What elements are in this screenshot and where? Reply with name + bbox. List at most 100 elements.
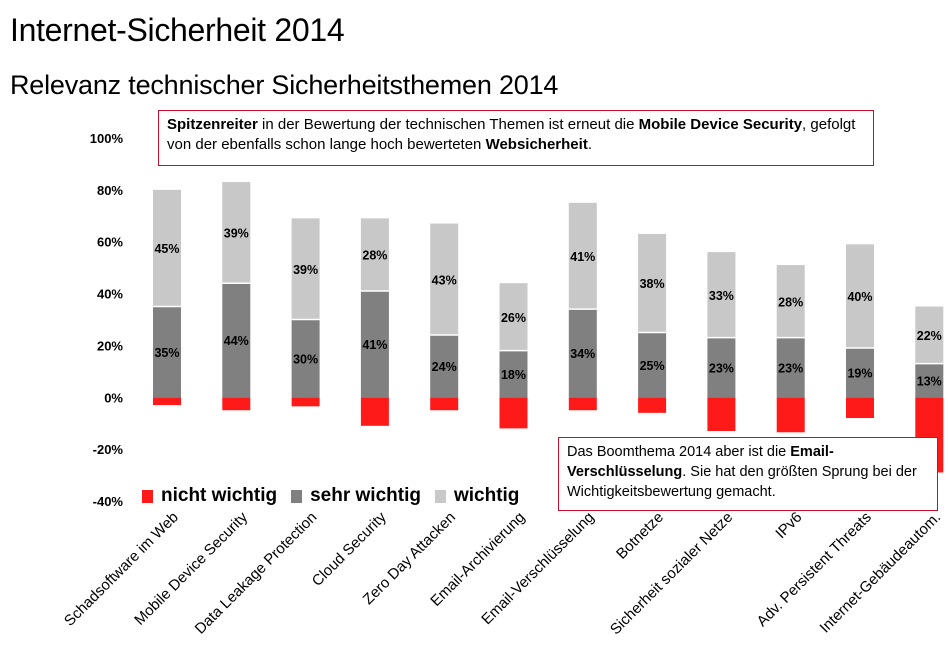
bar-wichtig [707, 252, 736, 338]
data-label-sehr-wichtig: 23% [778, 361, 803, 375]
legend-item-wichtig: wichtig [434, 485, 520, 507]
bar-nicht-wichtig [222, 397, 251, 411]
x-category-label: Adv. Persistent Threats [754, 509, 875, 630]
chart-legend: nicht wichtig sehr wichtig wichtig [136, 480, 542, 512]
y-tick-label: 60% [97, 235, 123, 250]
y-tick-label: -20% [93, 442, 124, 457]
legend-label-nicht-wichtig: nicht wichtig [161, 485, 278, 506]
bar-wichtig [638, 233, 667, 333]
legend-item-sehr-wichtig: sehr wichtig [291, 485, 421, 507]
data-label-sehr-wichtig: 34% [570, 347, 595, 361]
bar-wichtig [915, 306, 944, 364]
legend-swatch-sehr-wichtig [291, 489, 303, 503]
data-label-wichtig: 28% [778, 295, 803, 309]
data-label-sehr-wichtig: 13% [917, 374, 942, 388]
callout-top-text-3: . [587, 136, 592, 153]
bar-sehr-wichtig [291, 319, 320, 398]
bar-wichtig [846, 244, 874, 349]
y-tick-label: 80% [97, 183, 123, 198]
bar-nicht-wichtig [707, 397, 736, 431]
y-tick-label: -40% [93, 494, 124, 509]
y-tick-label: 40% [97, 287, 123, 302]
bar-sehr-wichtig [430, 335, 459, 398]
data-label-sehr-wichtig: 24% [432, 360, 457, 374]
bar-sehr-wichtig [707, 337, 736, 398]
bar-sehr-wichtig [499, 350, 528, 398]
bar-wichtig [222, 182, 251, 284]
x-category-label: Sicherheit sozialer Netze [607, 509, 736, 638]
bar-sehr-wichtig [153, 306, 181, 398]
bar-wichtig [568, 202, 597, 310]
data-label-wichtig: 43% [432, 273, 457, 287]
bar-sehr-wichtig [568, 309, 597, 398]
callout-top-bold-3: Websicherheit [485, 136, 588, 153]
bar-sehr-wichtig [360, 290, 389, 398]
x-category-label: Data Leakage Protection [192, 509, 321, 638]
data-label-wichtig: 39% [224, 227, 249, 241]
bar-nicht-wichtig [430, 397, 459, 411]
bar-sehr-wichtig [638, 332, 667, 398]
page-title: Internet-Sicherheit 2014 [10, 12, 345, 48]
bar-nicht-wichtig [360, 397, 389, 426]
page-subtitle: Relevanz technischer Sicherheitsthemen 2… [10, 70, 559, 100]
data-label-wichtig: 41% [570, 250, 595, 264]
data-label-wichtig: 22% [917, 329, 942, 343]
data-label-sehr-wichtig: 41% [362, 338, 387, 352]
legend-swatch-wichtig [434, 489, 446, 503]
data-label-wichtig: 39% [293, 263, 318, 277]
data-label-sehr-wichtig: 19% [847, 367, 872, 381]
callout-bottom-bold: Email-Verschlüsselung [567, 444, 834, 480]
data-label-sehr-wichtig: 23% [709, 361, 734, 375]
callout-top-text-2: , gefolgt von der ebenfalls schon lange … [167, 116, 856, 153]
callout-bottom: Das Boomthema 2014 aber ist die Email-Ve… [558, 437, 938, 511]
y-tick-label: 100% [90, 131, 124, 146]
data-label-sehr-wichtig: 35% [154, 346, 179, 360]
x-category-label: Mobile Device Security [131, 508, 251, 628]
x-category-label: Email-Verschlüsselung [478, 509, 597, 628]
callout-bottom-text-2: . Sie hat den größten Sprung bei der Wic… [567, 464, 917, 500]
bar-nicht-wichtig [776, 397, 805, 433]
legend-item-nicht-wichtig: nicht wichtig [142, 485, 277, 507]
data-label-sehr-wichtig: 44% [224, 334, 249, 348]
legend-swatch-nicht-wichtig [142, 489, 153, 503]
bar-nicht-wichtig [846, 397, 874, 419]
bar-nicht-wichtig [153, 397, 181, 406]
y-tick-label: 20% [97, 338, 123, 353]
bar-nicht-wichtig [568, 397, 597, 411]
bar-wichtig [499, 283, 528, 351]
bar-sehr-wichtig [222, 283, 251, 398]
bar-wichtig [153, 189, 181, 307]
x-category-label: Botnetze [613, 509, 667, 563]
data-label-wichtig: 38% [640, 277, 665, 291]
data-label-sehr-wichtig: 30% [293, 352, 318, 366]
callout-top: Spitzenreiter in der Bewertung der techn… [158, 110, 874, 166]
bar-sehr-wichtig [915, 363, 944, 398]
bar-sehr-wichtig [846, 348, 874, 398]
data-label-wichtig: 33% [709, 289, 734, 303]
callout-bottom-text-1: Das Boomthema 2014 aber ist die [567, 444, 791, 460]
bar-nicht-wichtig [291, 397, 320, 407]
bar-wichtig [430, 223, 459, 336]
callout-top-text-1: in der Bewertung der technischen Themen … [257, 116, 639, 133]
y-tick-label: 0% [104, 390, 123, 405]
bar-nicht-wichtig [638, 397, 667, 413]
data-label-wichtig: 40% [847, 290, 872, 304]
legend-label-wichtig: wichtig [453, 485, 520, 506]
bar-sehr-wichtig [776, 337, 805, 398]
bar-wichtig [291, 218, 320, 320]
bar-nicht-wichtig [499, 397, 528, 429]
data-label-sehr-wichtig: 25% [640, 359, 665, 373]
legend-label-sehr-wichtig: sehr wichtig [310, 485, 421, 506]
x-category-label: IPv6 [772, 509, 805, 542]
x-category-label: Schadsoftware im Web [61, 509, 182, 630]
bar-wichtig [360, 218, 389, 291]
data-label-wichtig: 45% [154, 242, 179, 256]
callout-top-bold-1: Spitzenreiter [167, 116, 258, 133]
data-label-wichtig: 28% [362, 249, 387, 263]
x-category-label: Internet-Gebäudeautom. [817, 509, 945, 637]
callout-top-bold-2: Mobile Device Security [638, 116, 803, 133]
data-label-sehr-wichtig: 18% [501, 368, 526, 382]
data-label-wichtig: 26% [501, 311, 526, 325]
bar-wichtig [776, 265, 805, 338]
